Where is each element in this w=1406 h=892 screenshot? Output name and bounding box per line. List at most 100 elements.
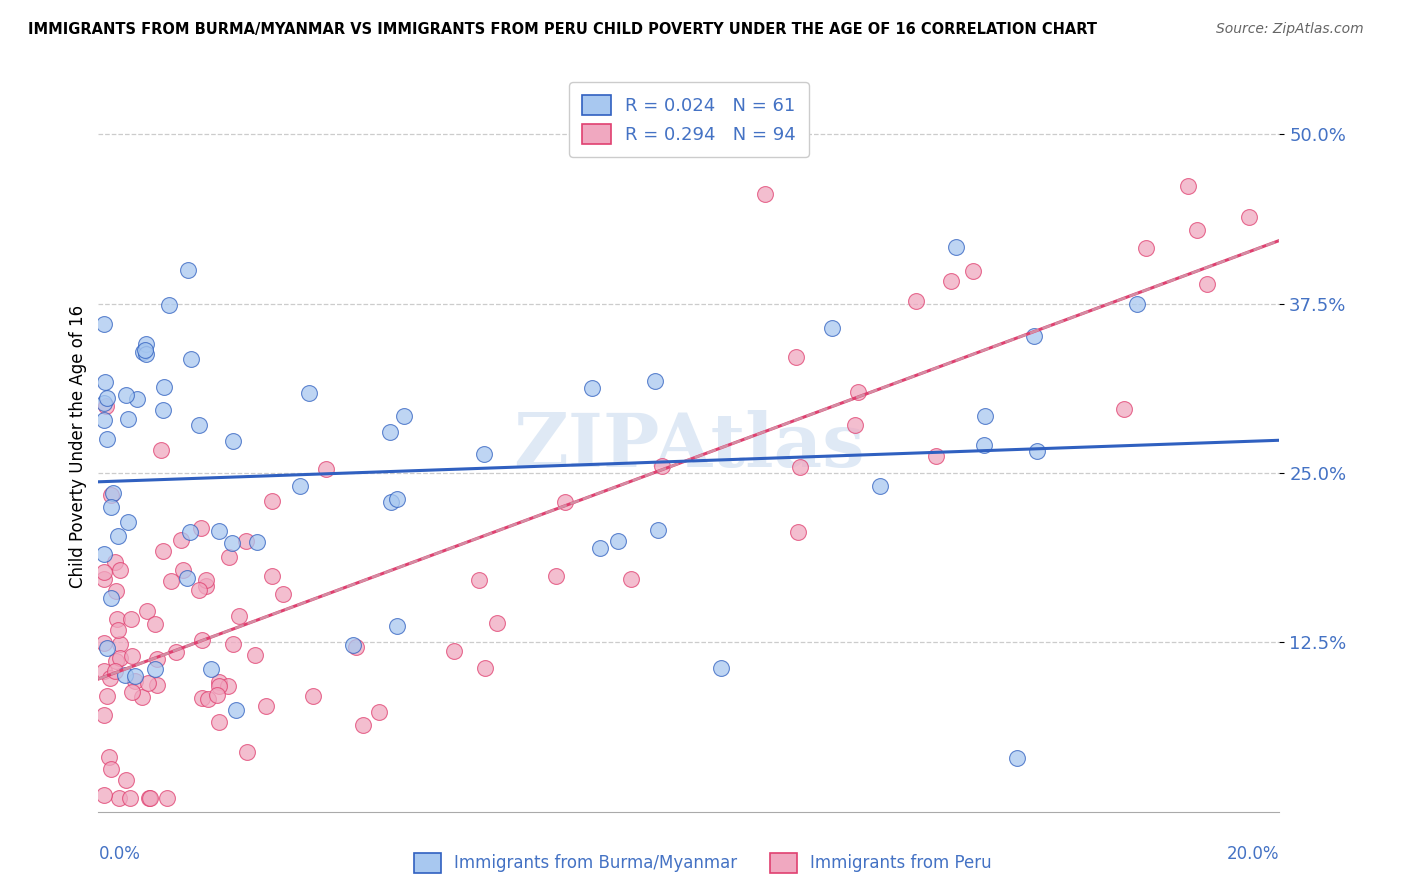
Point — [962, 264, 984, 278]
Point — [869, 478, 891, 492]
Point — [114, 668, 136, 682]
Point — [288, 479, 311, 493]
Point — [190, 521, 212, 535]
Point — [205, 688, 228, 702]
Point — [117, 412, 139, 426]
Point — [134, 336, 156, 351]
Point — [172, 563, 194, 577]
Point — [150, 442, 173, 457]
Point — [194, 579, 217, 593]
Point — [96, 432, 118, 446]
Point — [135, 347, 157, 361]
Point — [644, 374, 666, 388]
Point — [180, 351, 202, 366]
Point — [197, 691, 219, 706]
Point — [974, 409, 997, 424]
Point — [271, 587, 294, 601]
Point — [170, 533, 193, 547]
Point — [222, 434, 245, 448]
Point — [115, 773, 138, 788]
Point — [352, 718, 374, 732]
Point — [260, 568, 283, 582]
Point — [165, 645, 187, 659]
Point — [97, 750, 120, 764]
Point — [93, 396, 115, 410]
Point — [176, 571, 198, 585]
Point — [925, 449, 948, 463]
Point — [208, 674, 231, 689]
Point — [152, 380, 174, 394]
Point — [620, 572, 643, 586]
Point — [104, 654, 127, 668]
Point — [225, 703, 247, 717]
Point — [93, 572, 115, 586]
Point — [101, 485, 124, 500]
Point — [821, 320, 844, 334]
Point — [107, 529, 129, 543]
Point — [380, 425, 402, 440]
Text: 20.0%: 20.0% — [1227, 845, 1279, 863]
Point — [380, 495, 402, 509]
Legend: R = 0.024   N = 61, R = 0.294   N = 94: R = 0.024 N = 61, R = 0.294 N = 94 — [569, 82, 808, 157]
Point — [222, 637, 245, 651]
Point — [131, 345, 153, 359]
Point — [589, 541, 612, 555]
Point — [785, 351, 807, 365]
Text: Source: ZipAtlas.com: Source: ZipAtlas.com — [1216, 22, 1364, 37]
Point — [485, 616, 508, 631]
Point — [179, 524, 201, 539]
Point — [96, 640, 118, 655]
Point — [1177, 178, 1199, 193]
Point — [110, 650, 132, 665]
Point — [236, 745, 259, 759]
Point — [208, 715, 231, 730]
Point — [394, 409, 416, 423]
Point — [93, 636, 115, 650]
Point — [194, 573, 217, 587]
Point — [100, 487, 122, 501]
Point — [1125, 297, 1147, 311]
Point — [104, 554, 127, 568]
Point — [367, 705, 389, 719]
Point — [93, 413, 115, 427]
Point — [160, 574, 183, 589]
Point — [385, 618, 408, 632]
Y-axis label: Child Poverty Under the Age of 16: Child Poverty Under the Age of 16 — [69, 304, 87, 588]
Point — [1195, 277, 1218, 292]
Point — [93, 376, 115, 390]
Point — [98, 671, 121, 685]
Point — [344, 640, 367, 655]
Point — [125, 392, 148, 407]
Point — [385, 492, 408, 507]
Point — [254, 699, 277, 714]
Point — [96, 391, 118, 405]
Point — [1025, 444, 1047, 458]
Point — [302, 689, 325, 703]
Point — [468, 573, 491, 587]
Point — [221, 536, 243, 550]
Point — [177, 262, 200, 277]
Point — [152, 544, 174, 558]
Point — [208, 679, 231, 693]
Point — [218, 549, 240, 564]
Point — [124, 674, 146, 689]
Point — [93, 565, 115, 579]
Point — [1112, 401, 1135, 416]
Point — [200, 662, 222, 676]
Point — [905, 293, 928, 308]
Text: ZIPAtlas: ZIPAtlas — [513, 409, 865, 483]
Point — [104, 665, 127, 679]
Point — [546, 569, 568, 583]
Point — [145, 661, 167, 675]
Point — [110, 637, 132, 651]
Point — [93, 317, 115, 331]
Point — [136, 675, 159, 690]
Point — [131, 690, 153, 704]
Point — [191, 691, 214, 706]
Point — [93, 707, 115, 722]
Point — [945, 240, 967, 254]
Point — [581, 380, 603, 394]
Point — [146, 652, 169, 666]
Point — [710, 660, 733, 674]
Point — [152, 402, 174, 417]
